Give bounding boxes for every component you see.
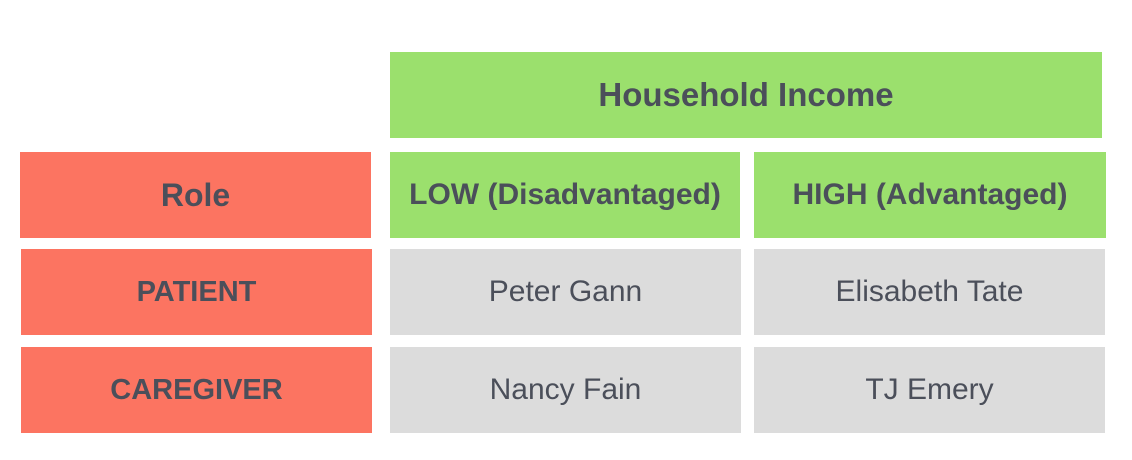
- role-header: Role: [20, 152, 371, 238]
- patient-row-header: PATIENT: [21, 249, 372, 335]
- caregiver-high-name: TJ Emery: [865, 373, 994, 406]
- patient-high-name: Elisabeth Tate: [835, 275, 1024, 308]
- patient-low-cell: Peter Gann: [390, 249, 741, 335]
- household-income-header: Household Income: [390, 52, 1102, 138]
- patient-low-name: Peter Gann: [488, 275, 643, 308]
- patient-high-cell: Elisabeth Tate: [754, 249, 1105, 335]
- low-income-label: LOW (Disadvantaged): [409, 178, 721, 211]
- caregiver-low-cell: Nancy Fain: [390, 347, 741, 433]
- patient-label: PATIENT: [136, 275, 257, 308]
- caregiver-row-header: CAREGIVER: [21, 347, 372, 433]
- high-income-label: HIGH (Advantaged): [792, 178, 1068, 211]
- role-title: Role: [160, 176, 231, 213]
- caregiver-high-cell: TJ Emery: [754, 347, 1105, 433]
- caregiver-label: CAREGIVER: [110, 373, 283, 406]
- household-income-title: Household Income: [598, 76, 894, 113]
- caregiver-low-name: Nancy Fain: [489, 373, 642, 406]
- high-income-column-header: HIGH (Advantaged): [754, 152, 1106, 238]
- low-income-column-header: LOW (Disadvantaged): [390, 152, 740, 238]
